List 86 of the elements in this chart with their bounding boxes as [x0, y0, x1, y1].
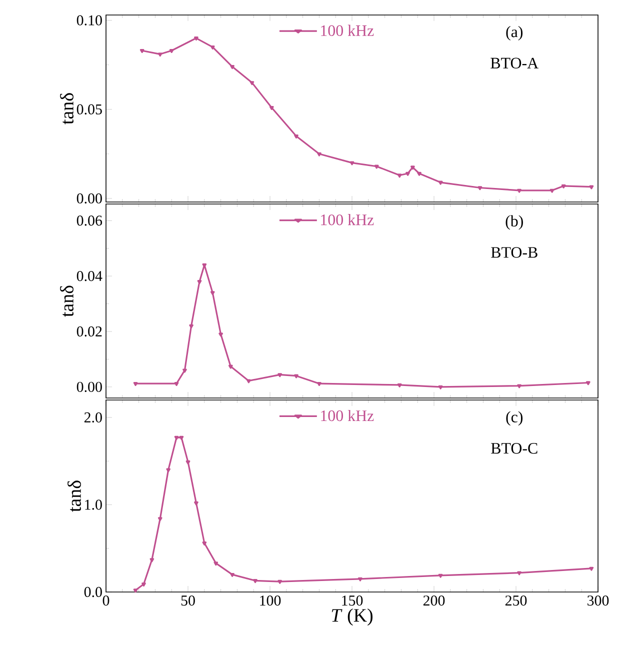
point — [210, 291, 215, 296]
y-tick-label: 1.0 — [85, 500, 102, 510]
x-tick-label: 200 — [423, 596, 445, 606]
point — [142, 582, 146, 587]
point — [589, 566, 594, 571]
point — [417, 172, 422, 176]
point — [210, 45, 215, 50]
y-tick-label: 2.0 — [84, 412, 102, 423]
point — [358, 577, 362, 582]
x-tick-label: 300 — [588, 596, 609, 606]
point — [150, 558, 154, 562]
y-axis-title: tanδ — [60, 93, 74, 124]
y-tick-label: 0.10 — [76, 15, 102, 26]
point — [517, 384, 522, 388]
annotation: (c) — [506, 411, 523, 426]
point — [250, 81, 254, 86]
y-tick-label: 0.06 — [76, 216, 102, 226]
point — [194, 501, 198, 506]
legend-label: 100 kHz — [321, 24, 374, 36]
point — [478, 186, 482, 190]
annotation: (a) — [506, 26, 523, 40]
legend-label: 100 kHz — [321, 410, 374, 422]
x-tick-label: 50 — [181, 596, 195, 606]
point — [374, 164, 379, 169]
point — [179, 436, 184, 440]
x-tick-label: 100 — [260, 596, 281, 606]
point — [589, 185, 594, 190]
point — [517, 188, 522, 193]
x-tick-label: 250 — [505, 596, 527, 606]
point — [218, 332, 223, 337]
point — [186, 460, 190, 464]
point — [317, 382, 322, 386]
point — [194, 36, 198, 41]
annotation: BTO-C — [491, 442, 538, 454]
legend-label: 100 kHz — [321, 214, 374, 226]
point — [202, 542, 207, 546]
point — [397, 383, 402, 388]
point — [278, 373, 282, 378]
point — [174, 436, 179, 440]
point — [294, 134, 298, 138]
point — [561, 184, 566, 188]
point — [228, 364, 233, 369]
y-tick-label: 0.05 — [76, 104, 102, 114]
x-tick-label: 150 — [342, 596, 363, 606]
annotation: BTO-A — [490, 58, 538, 68]
point — [133, 382, 138, 386]
point — [438, 574, 443, 578]
point — [246, 379, 251, 384]
annotation: (b) — [506, 215, 523, 230]
y-tick-label: 0.02 — [76, 326, 102, 337]
point — [158, 52, 162, 57]
point — [278, 580, 282, 584]
y-tick-label: 0.00 — [76, 382, 102, 392]
annotation: BTO-B — [491, 247, 538, 258]
point — [140, 49, 144, 54]
point — [550, 188, 554, 193]
point — [294, 374, 298, 378]
y-tick-label: 0.04 — [76, 270, 102, 282]
point — [166, 468, 171, 472]
point — [317, 152, 322, 156]
point — [350, 161, 354, 166]
y-axis-title: tanδ — [60, 286, 74, 317]
point — [397, 174, 402, 178]
y-tick-label: 0.00 — [76, 193, 102, 204]
point — [197, 280, 202, 284]
y-axis-title: tanδ — [68, 480, 81, 512]
point — [438, 180, 443, 185]
point — [438, 385, 443, 390]
point — [169, 49, 174, 54]
x-axis-title: T (K) — [332, 608, 372, 626]
point — [253, 579, 258, 584]
point — [269, 106, 274, 110]
point — [158, 517, 162, 522]
point — [174, 382, 179, 386]
point — [189, 324, 194, 328]
x-tick-label: 0 — [102, 596, 110, 606]
point — [214, 562, 218, 566]
point — [230, 572, 234, 577]
point — [230, 65, 234, 70]
y-tick-label: 0.0 — [84, 586, 102, 598]
point — [517, 571, 522, 576]
point — [406, 172, 410, 176]
point — [182, 368, 187, 373]
point — [410, 166, 415, 170]
point — [586, 381, 590, 386]
point — [133, 588, 138, 593]
